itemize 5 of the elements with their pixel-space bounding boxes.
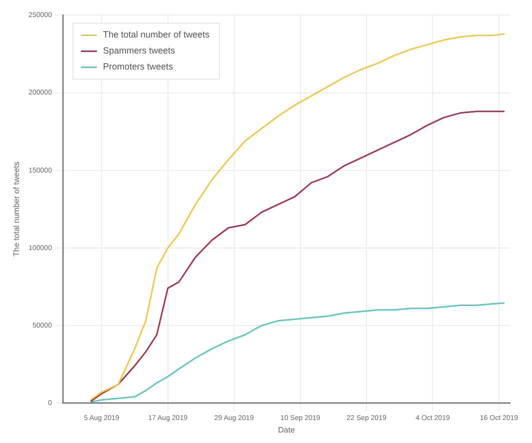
x-axis-title: Date [278,425,296,434]
legend-label: The total number of tweets [102,30,210,40]
y-axis-title: The total number of tweets [12,162,22,256]
legend-label: Spammers tweets [102,46,176,56]
legend-label: Promoters tweets [102,62,174,72]
